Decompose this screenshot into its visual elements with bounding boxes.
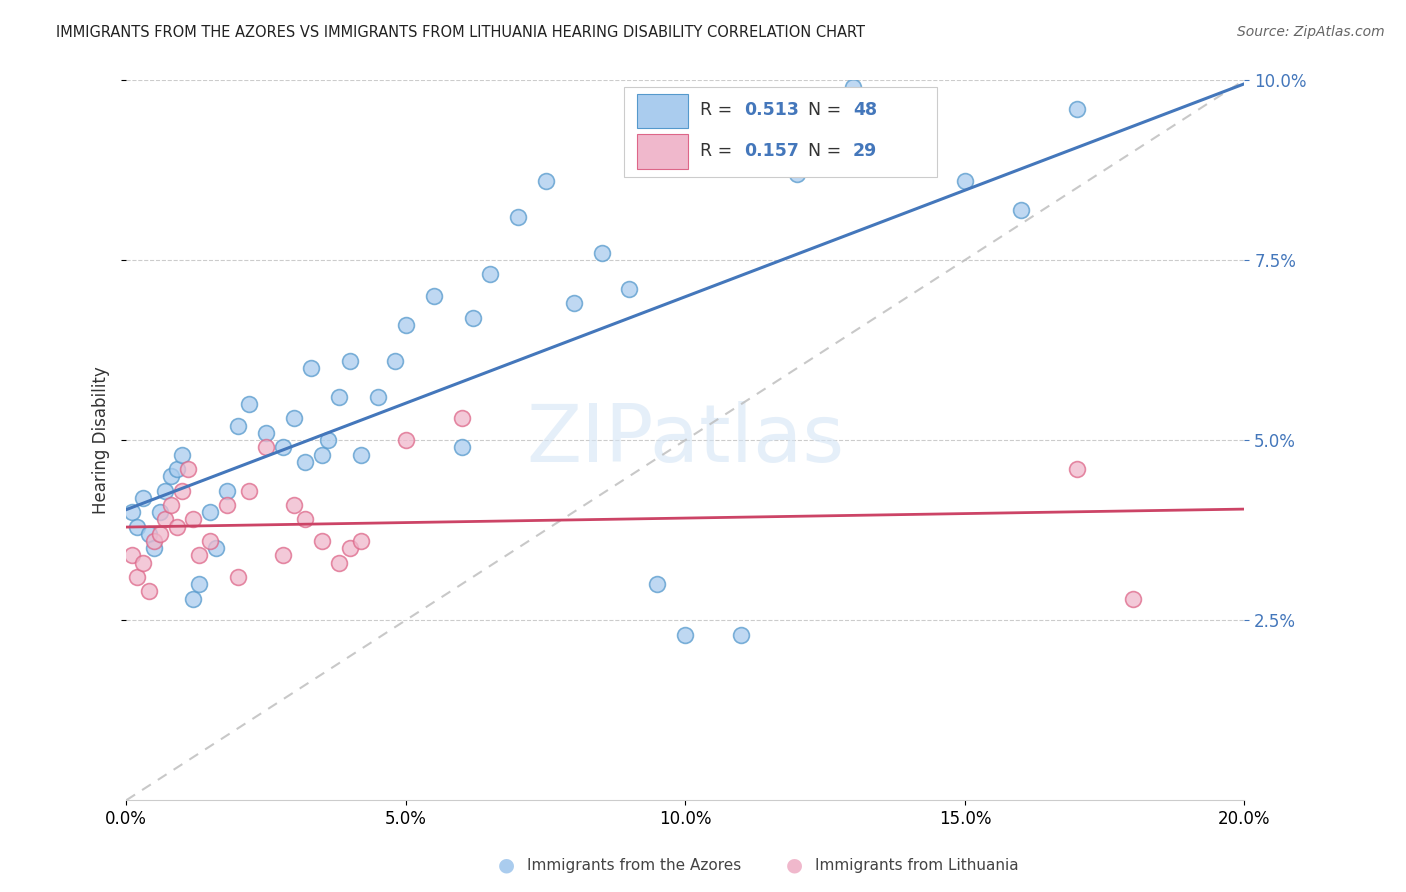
Point xyxy=(204,541,226,556)
Point xyxy=(238,397,260,411)
Point xyxy=(350,448,373,462)
Point xyxy=(143,541,166,556)
Point xyxy=(786,167,808,181)
Point xyxy=(478,268,501,282)
Text: R =: R = xyxy=(700,142,738,160)
Point xyxy=(177,462,200,476)
Point xyxy=(299,361,322,376)
Point xyxy=(591,245,613,260)
Point xyxy=(149,526,172,541)
Point xyxy=(506,210,529,224)
Point xyxy=(254,440,277,454)
Point xyxy=(238,483,260,498)
Point xyxy=(149,505,172,519)
Point xyxy=(294,512,316,526)
Point xyxy=(188,577,211,591)
Point xyxy=(215,498,238,512)
Point xyxy=(160,469,183,483)
Point xyxy=(166,519,188,533)
Text: 0.157: 0.157 xyxy=(745,142,800,160)
Text: Immigrants from Lithuania: Immigrants from Lithuania xyxy=(815,858,1019,872)
Point xyxy=(143,533,166,548)
Point xyxy=(730,627,752,641)
Point xyxy=(183,591,205,606)
Point xyxy=(138,526,160,541)
Point xyxy=(132,491,155,505)
Point xyxy=(121,505,143,519)
Point xyxy=(294,455,316,469)
Point xyxy=(350,533,373,548)
Point xyxy=(254,425,277,440)
Bar xyxy=(637,94,688,128)
Text: IMMIGRANTS FROM THE AZORES VS IMMIGRANTS FROM LITHUANIA HEARING DISABILITY CORRE: IMMIGRANTS FROM THE AZORES VS IMMIGRANTS… xyxy=(56,25,865,40)
Point xyxy=(647,577,669,591)
Point xyxy=(172,483,194,498)
Point xyxy=(188,549,211,563)
Point xyxy=(121,549,143,563)
Point xyxy=(271,549,294,563)
Point xyxy=(226,570,249,584)
Point xyxy=(127,519,149,533)
Point xyxy=(328,556,350,570)
Point xyxy=(423,289,446,303)
Y-axis label: Hearing Disability: Hearing Disability xyxy=(93,367,110,514)
Point xyxy=(316,433,339,447)
Point xyxy=(1010,202,1032,217)
Point xyxy=(619,282,641,296)
Point xyxy=(367,390,389,404)
Point xyxy=(339,541,361,556)
Point xyxy=(172,448,194,462)
Point xyxy=(271,440,294,454)
Point xyxy=(155,512,177,526)
Point xyxy=(155,483,177,498)
Text: 0.513: 0.513 xyxy=(745,101,800,120)
Point xyxy=(198,505,221,519)
Point xyxy=(562,296,585,310)
Point xyxy=(183,512,205,526)
Text: R =: R = xyxy=(700,101,738,120)
Text: Source: ZipAtlas.com: Source: ZipAtlas.com xyxy=(1237,25,1385,39)
Point xyxy=(138,584,160,599)
Point xyxy=(198,533,221,548)
Text: ●: ● xyxy=(498,855,515,875)
Point xyxy=(1122,591,1144,606)
Text: ZIPatlas: ZIPatlas xyxy=(526,401,845,479)
Point xyxy=(215,483,238,498)
Point xyxy=(534,174,557,188)
Point xyxy=(842,80,865,95)
Point xyxy=(226,418,249,433)
Bar xyxy=(637,134,688,169)
Text: Immigrants from the Azores: Immigrants from the Azores xyxy=(527,858,741,872)
Point xyxy=(1066,102,1088,116)
Point xyxy=(328,390,350,404)
Point xyxy=(311,448,333,462)
Point xyxy=(450,411,472,425)
Point xyxy=(384,354,406,368)
Point xyxy=(283,498,305,512)
Text: 29: 29 xyxy=(853,142,877,160)
Point xyxy=(166,462,188,476)
Point xyxy=(283,411,305,425)
Point xyxy=(311,533,333,548)
Text: 48: 48 xyxy=(853,101,877,120)
Point xyxy=(127,570,149,584)
Point xyxy=(339,354,361,368)
Point xyxy=(450,440,472,454)
Point xyxy=(132,556,155,570)
Point xyxy=(395,433,418,447)
Point xyxy=(673,627,696,641)
Point xyxy=(160,498,183,512)
Point xyxy=(1066,462,1088,476)
Point xyxy=(461,310,484,325)
Point xyxy=(953,174,976,188)
Text: ●: ● xyxy=(786,855,803,875)
Point xyxy=(898,102,921,116)
Text: N =: N = xyxy=(808,101,846,120)
Text: N =: N = xyxy=(808,142,846,160)
Point xyxy=(395,318,418,332)
